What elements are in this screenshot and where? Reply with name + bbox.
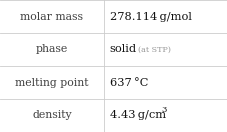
Text: phase: phase (36, 44, 68, 55)
Text: solid: solid (109, 44, 136, 55)
Text: molar mass: molar mass (20, 11, 83, 22)
Text: (at STP): (at STP) (137, 46, 170, 53)
Text: 278.114 g/mol: 278.114 g/mol (109, 11, 191, 22)
Text: 637 °C: 637 °C (109, 77, 148, 88)
Text: density: density (32, 110, 71, 121)
Text: 3: 3 (161, 107, 166, 114)
Text: melting point: melting point (15, 77, 88, 88)
Text: 4.43 g/cm: 4.43 g/cm (109, 110, 165, 121)
